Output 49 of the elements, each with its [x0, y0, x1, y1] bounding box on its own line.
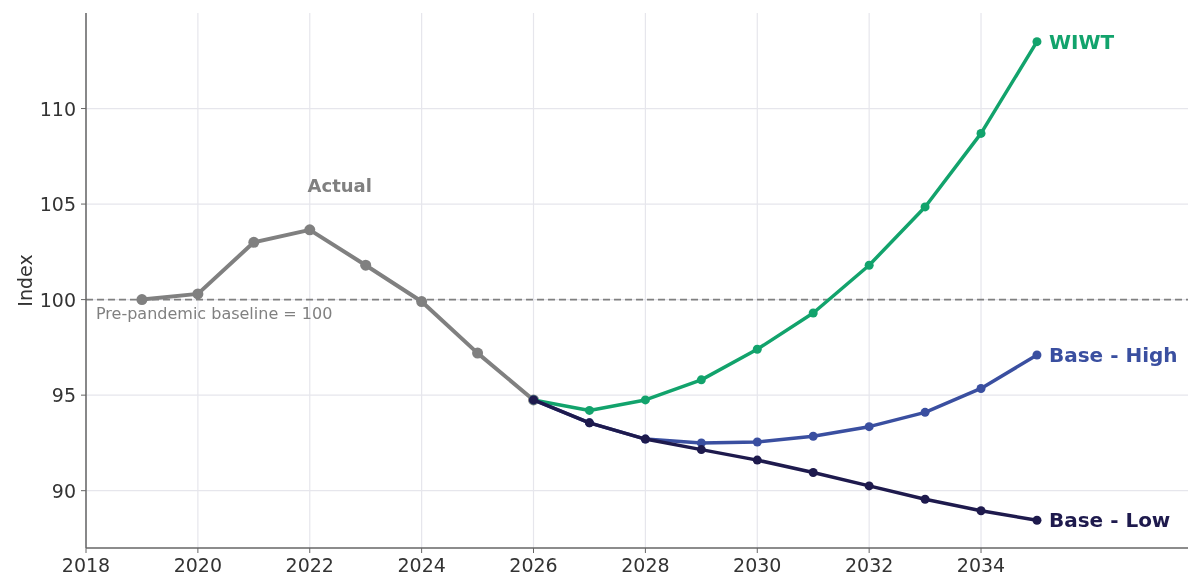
x-tick-label: 2032: [844, 554, 894, 576]
point: [584, 405, 594, 415]
point: [752, 455, 762, 465]
point: [752, 437, 762, 447]
point: [808, 468, 818, 478]
point: [920, 202, 930, 212]
point: [864, 260, 874, 270]
x-tick-label: 2022: [285, 554, 334, 576]
series-label: Base - Low: [1048, 508, 1171, 533]
x-tick-label: 2024: [397, 554, 446, 576]
point: [864, 422, 874, 432]
x-tick-label: 2026: [509, 554, 558, 576]
point: [640, 395, 650, 405]
point: [808, 308, 818, 318]
point: [1032, 37, 1042, 47]
point: [920, 407, 930, 417]
series-label: Base - High: [1048, 343, 1178, 368]
x-tick-label: 2028: [621, 554, 670, 576]
point: [1032, 350, 1042, 360]
point: [416, 296, 428, 308]
point: [976, 506, 986, 516]
point: [920, 494, 930, 504]
series-label: WIWT: [1048, 29, 1115, 54]
point: [304, 224, 316, 236]
point: [360, 259, 372, 271]
point: [976, 128, 986, 138]
point: [248, 236, 260, 248]
y-tick-label: 100: [39, 288, 76, 311]
point: [1032, 515, 1042, 525]
point: [752, 344, 762, 354]
y-tick-label: 105: [39, 193, 76, 216]
point: [864, 481, 874, 491]
point: [976, 383, 986, 393]
y-tick-label: 110: [39, 97, 76, 120]
x-tick-label: 2030: [733, 554, 782, 576]
x-tick-label: 2018: [61, 554, 111, 576]
y-axis-title: Index: [14, 254, 36, 307]
point: [808, 431, 818, 441]
ref-line-label: Pre-pandemic baseline = 100: [96, 303, 333, 323]
point: [192, 288, 204, 300]
y-tick-label: 95: [51, 384, 76, 407]
series-label: Actual: [307, 174, 372, 196]
point: [136, 294, 148, 306]
x-tick-label: 2020: [173, 554, 223, 576]
point: [696, 375, 706, 385]
x-tick-label: 2034: [956, 554, 1006, 576]
y-tick-label: 90: [51, 479, 76, 502]
point: [696, 445, 706, 455]
point: [472, 347, 484, 359]
